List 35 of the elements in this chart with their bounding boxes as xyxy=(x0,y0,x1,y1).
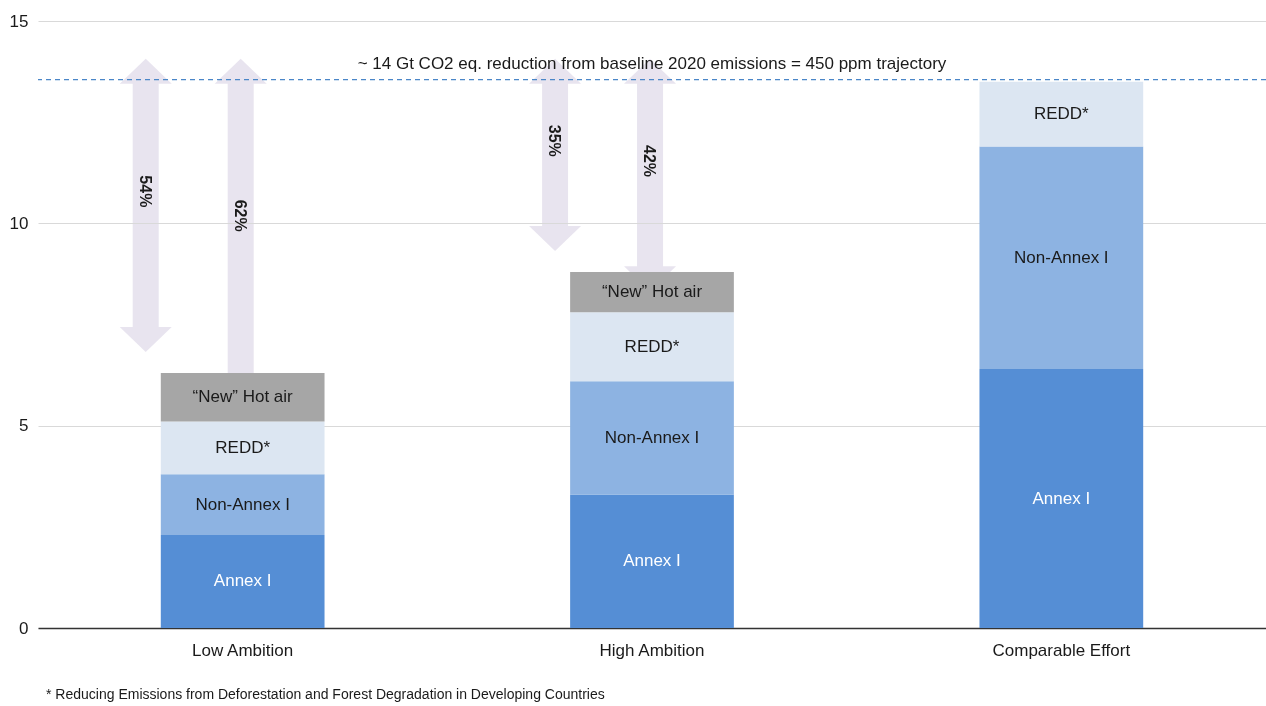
y-tick-label: 15 xyxy=(9,11,29,31)
bar xyxy=(570,381,734,495)
text: Annex I xyxy=(623,551,681,571)
bar xyxy=(160,373,325,422)
text: Annex I xyxy=(1032,488,1091,508)
series-label: “New” Hot air xyxy=(601,282,703,302)
annotation: 35% xyxy=(546,124,564,157)
ref-line-label: ~ 14 Gt CO2 eq. reduction from baseline 2020 emissions = 450 ppm trajectory xyxy=(357,53,947,73)
series-label: Annex I xyxy=(213,571,272,591)
bar xyxy=(570,312,734,382)
text: * Reducing Emissions from Deforestation and Forest Degradation in Developing Countries xyxy=(46,686,605,702)
text: “New” Hot air xyxy=(192,387,293,407)
annotation: 42% xyxy=(641,145,659,178)
annotation: 54% xyxy=(137,175,155,208)
bar xyxy=(570,494,734,628)
text: Non-Annex I xyxy=(1014,247,1109,267)
series-label: REDD* xyxy=(215,437,271,457)
x-tick-label: High Ambition xyxy=(599,640,705,660)
y-tick-label: 0 xyxy=(19,618,29,638)
y-tick-label: 5 xyxy=(19,416,29,436)
annotation: 62% xyxy=(232,199,250,232)
x-tick-label: Low Ambition xyxy=(192,640,294,660)
y-tick-label: 10 xyxy=(9,213,29,233)
series-label: Non-Annex I xyxy=(195,494,290,514)
bar xyxy=(979,369,1144,628)
bar xyxy=(160,421,325,475)
text: Non-Annex I xyxy=(604,427,700,447)
text: REDD* xyxy=(1033,104,1089,124)
bar xyxy=(570,271,734,313)
bar xyxy=(979,146,1144,370)
bar xyxy=(160,534,325,628)
bar xyxy=(979,81,1144,147)
text: REDD* xyxy=(624,336,680,356)
x-tick-label: Comparable Effort xyxy=(992,640,1131,660)
bar xyxy=(160,474,325,535)
